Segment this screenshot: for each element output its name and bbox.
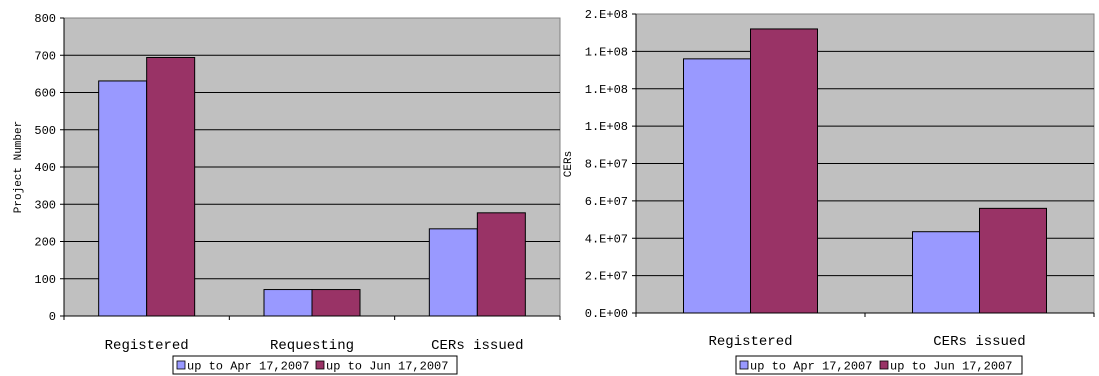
bar <box>750 28 818 314</box>
legend-label-apr: up to Apr 17,2007 <box>187 360 309 374</box>
category-label: Registered <box>105 338 189 354</box>
bar <box>428 228 478 317</box>
y-tick-label: 300 <box>34 198 56 212</box>
y-tick-label: 700 <box>34 49 56 63</box>
y-tick-label: 400 <box>34 161 56 175</box>
y-tick-label: 6.E+07 <box>585 195 628 209</box>
y-tick-label: 1.E+08 <box>585 45 628 59</box>
y-tick-label: 1.E+08 <box>585 83 628 97</box>
y-tick-label: 600 <box>34 87 56 101</box>
y-axis-label: CERs <box>563 151 575 177</box>
category-label: CERs issued <box>431 338 523 354</box>
legend-label-jun: up to Jun 17,2007 <box>326 360 448 374</box>
legend-box <box>735 355 1023 375</box>
y-tick-label: 800 <box>34 12 56 26</box>
category-label: Registered <box>708 334 792 350</box>
category-labels: Registered Requesting CERs issued <box>105 338 524 354</box>
bar <box>683 58 751 314</box>
bars <box>683 28 1047 314</box>
legend: up to Apr 17,2007 up to Jun 17,2007 <box>735 355 1023 375</box>
legend: up to Apr 17,2007 up to Jun 17,2007 <box>172 355 458 375</box>
legend-swatch-apr <box>739 360 749 370</box>
bar <box>912 231 980 314</box>
y-tick-label: 8.E+07 <box>585 158 628 172</box>
category-label: CERs issued <box>933 334 1025 350</box>
legend-swatch-jun <box>315 360 325 370</box>
bar <box>979 207 1047 314</box>
legend-label-apr: up to Apr 17,2007 <box>750 360 872 374</box>
bar <box>146 56 196 317</box>
y-tick-label: 0 <box>49 310 56 324</box>
category-labels: Registered CERs issued <box>708 334 1025 350</box>
y-tick-label: 1.E+08 <box>585 120 628 134</box>
bar <box>476 212 526 317</box>
legend-swatch-jun <box>879 360 889 370</box>
category-label: Requesting <box>270 338 354 354</box>
y-tick-labels: 0 100 200 300 400 500 600 700 800 <box>34 12 64 324</box>
bar <box>263 289 313 317</box>
y-tick-label: 200 <box>34 236 56 250</box>
y-tick-label: 2.E+08 <box>585 8 628 22</box>
y-tick-label: 0.E+00 <box>585 307 628 321</box>
bar <box>98 80 148 317</box>
y-tick-labels: 0.E+00 2.E+07 4.E+07 6.E+07 8.E+07 1.E+08 1.E+… <box>585 8 636 321</box>
chart-project-number: 0 100 200 300 400 500 600 700 800 Registered Requ… <box>13 12 561 375</box>
chart-cers: 0.E+00 2.E+07 4.E+07 6.E+07 8.E+07 1.E+08 1.E+… <box>563 8 1095 375</box>
y-axis-label: Project Number <box>13 121 25 213</box>
bar <box>311 289 361 317</box>
y-tick-label: 100 <box>34 273 56 287</box>
legend-swatch-apr <box>176 360 186 370</box>
legend-box <box>172 355 458 375</box>
legend-label-jun: up to Jun 17,2007 <box>890 360 1012 374</box>
y-tick-label: 2.E+07 <box>585 270 628 284</box>
y-tick-label: 4.E+07 <box>585 232 628 246</box>
bars <box>98 56 526 317</box>
y-tick-label: 500 <box>34 124 56 138</box>
